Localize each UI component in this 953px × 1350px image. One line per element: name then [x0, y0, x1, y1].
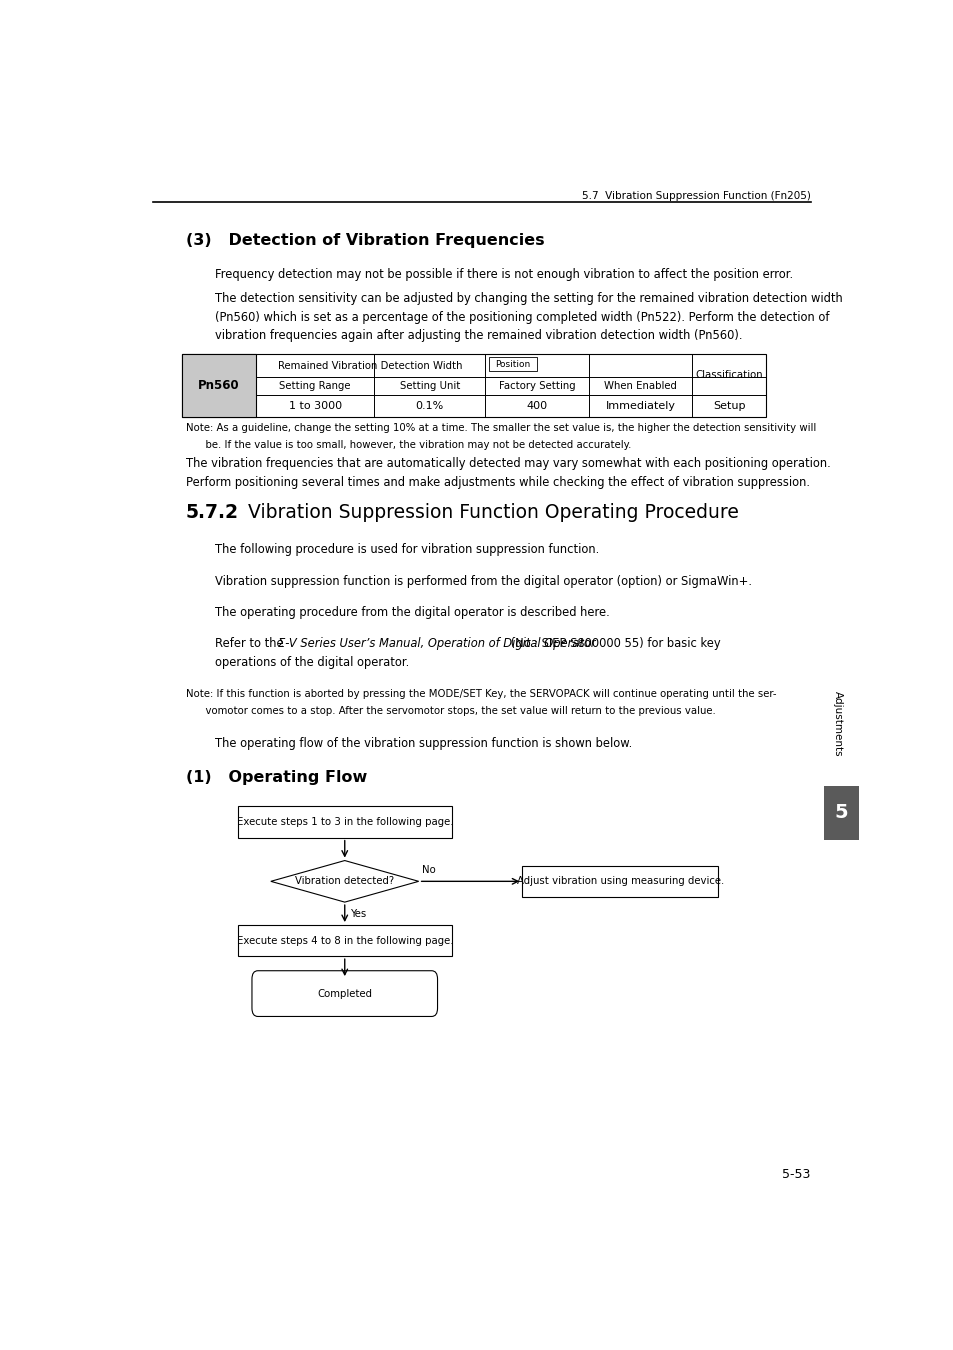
Text: Immediately: Immediately: [605, 401, 675, 410]
Text: 5: 5: [834, 803, 847, 822]
Text: Perform positioning several times and make adjustments while checking the effect: Perform positioning several times and ma…: [186, 477, 809, 489]
Text: When Enabled: When Enabled: [603, 381, 677, 392]
Text: Setting Unit: Setting Unit: [399, 381, 459, 392]
Text: Σ-V Series User’s Manual, Operation of Digital Operator: Σ-V Series User’s Manual, Operation of D…: [278, 637, 596, 651]
Text: 5.7  Vibration Suppression Function (Fn205): 5.7 Vibration Suppression Function (Fn20…: [581, 192, 810, 201]
Text: Position: Position: [495, 359, 530, 369]
Text: No: No: [422, 865, 436, 875]
Bar: [182, 354, 255, 417]
Bar: [823, 786, 858, 840]
Text: The operating flow of the vibration suppression function is shown below.: The operating flow of the vibration supp…: [215, 737, 632, 749]
Text: The following procedure is used for vibration suppression function.: The following procedure is used for vibr…: [215, 544, 599, 556]
Bar: [237, 806, 452, 838]
Text: The vibration frequencies that are automatically detected may vary somewhat with: The vibration frequencies that are autom…: [186, 458, 830, 470]
Text: The operating procedure from the digital operator is described here.: The operating procedure from the digital…: [215, 606, 610, 618]
Text: Factory Setting: Factory Setting: [498, 381, 575, 392]
Text: Execute steps 4 to 8 in the following page.: Execute steps 4 to 8 in the following pa…: [236, 936, 453, 945]
Text: 1 to 3000: 1 to 3000: [289, 401, 341, 410]
Text: Vibration Suppression Function Operating Procedure: Vibration Suppression Function Operating…: [235, 504, 739, 522]
Text: 0.1%: 0.1%: [416, 401, 443, 410]
Text: (No.: SIEP S800000 55) for basic key: (No.: SIEP S800000 55) for basic key: [507, 637, 720, 651]
Text: The detection sensitivity can be adjusted by changing the setting for the remain: The detection sensitivity can be adjuste…: [215, 292, 842, 305]
Text: Vibration detected?: Vibration detected?: [294, 876, 394, 887]
Text: Yes: Yes: [351, 909, 367, 918]
Text: Setting Range: Setting Range: [279, 381, 351, 392]
Text: Execute steps 1 to 3 in the following page.: Execute steps 1 to 3 in the following pa…: [236, 817, 453, 828]
Polygon shape: [271, 860, 418, 902]
Text: (3)   Detection of Vibration Frequencies: (3) Detection of Vibration Frequencies: [186, 232, 544, 247]
Text: Refer to the: Refer to the: [215, 637, 287, 651]
Text: Note: As a guideline, change the setting 10% at a time. The smaller the set valu: Note: As a guideline, change the setting…: [186, 423, 815, 433]
Text: Setup: Setup: [712, 401, 744, 410]
Text: 5.7.2: 5.7.2: [186, 504, 238, 522]
Text: Pn560: Pn560: [198, 379, 239, 391]
Text: (1)   Operating Flow: (1) Operating Flow: [186, 769, 367, 786]
Bar: [237, 925, 452, 956]
Text: Remained Vibration Detection Width: Remained Vibration Detection Width: [278, 360, 462, 371]
Text: Classification: Classification: [695, 370, 762, 379]
Text: operations of the digital operator.: operations of the digital operator.: [215, 656, 409, 668]
FancyBboxPatch shape: [252, 971, 437, 1017]
Text: Vibration suppression function is performed from the digital operator (option) o: Vibration suppression function is perfor…: [215, 575, 752, 587]
Text: Note: If this function is aborted by pressing the MODE/SET Key, the SERVOPACK wi: Note: If this function is aborted by pre…: [186, 688, 776, 699]
Bar: [488, 358, 537, 371]
Text: (Pn560) which is set as a percentage of the positioning completed width (Pn522).: (Pn560) which is set as a percentage of …: [215, 310, 829, 324]
Text: 5-53: 5-53: [781, 1168, 810, 1181]
Text: vomotor comes to a stop. After the servomotor stops, the set value will return t: vomotor comes to a stop. After the servo…: [186, 706, 715, 716]
Text: be. If the value is too small, however, the vibration may not be detected accura: be. If the value is too small, however, …: [186, 440, 631, 450]
Text: 400: 400: [526, 401, 547, 410]
Bar: [182, 354, 765, 417]
Text: vibration frequencies again after adjusting the remained vibration detection wid: vibration frequencies again after adjust…: [215, 329, 742, 343]
Text: Completed: Completed: [317, 988, 372, 999]
Text: Adjust vibration using measuring device.: Adjust vibration using measuring device.: [516, 876, 723, 887]
Text: Adjustments: Adjustments: [832, 690, 842, 756]
Bar: [521, 865, 718, 896]
Text: Frequency detection may not be possible if there is not enough vibration to affe: Frequency detection may not be possible …: [215, 269, 793, 281]
